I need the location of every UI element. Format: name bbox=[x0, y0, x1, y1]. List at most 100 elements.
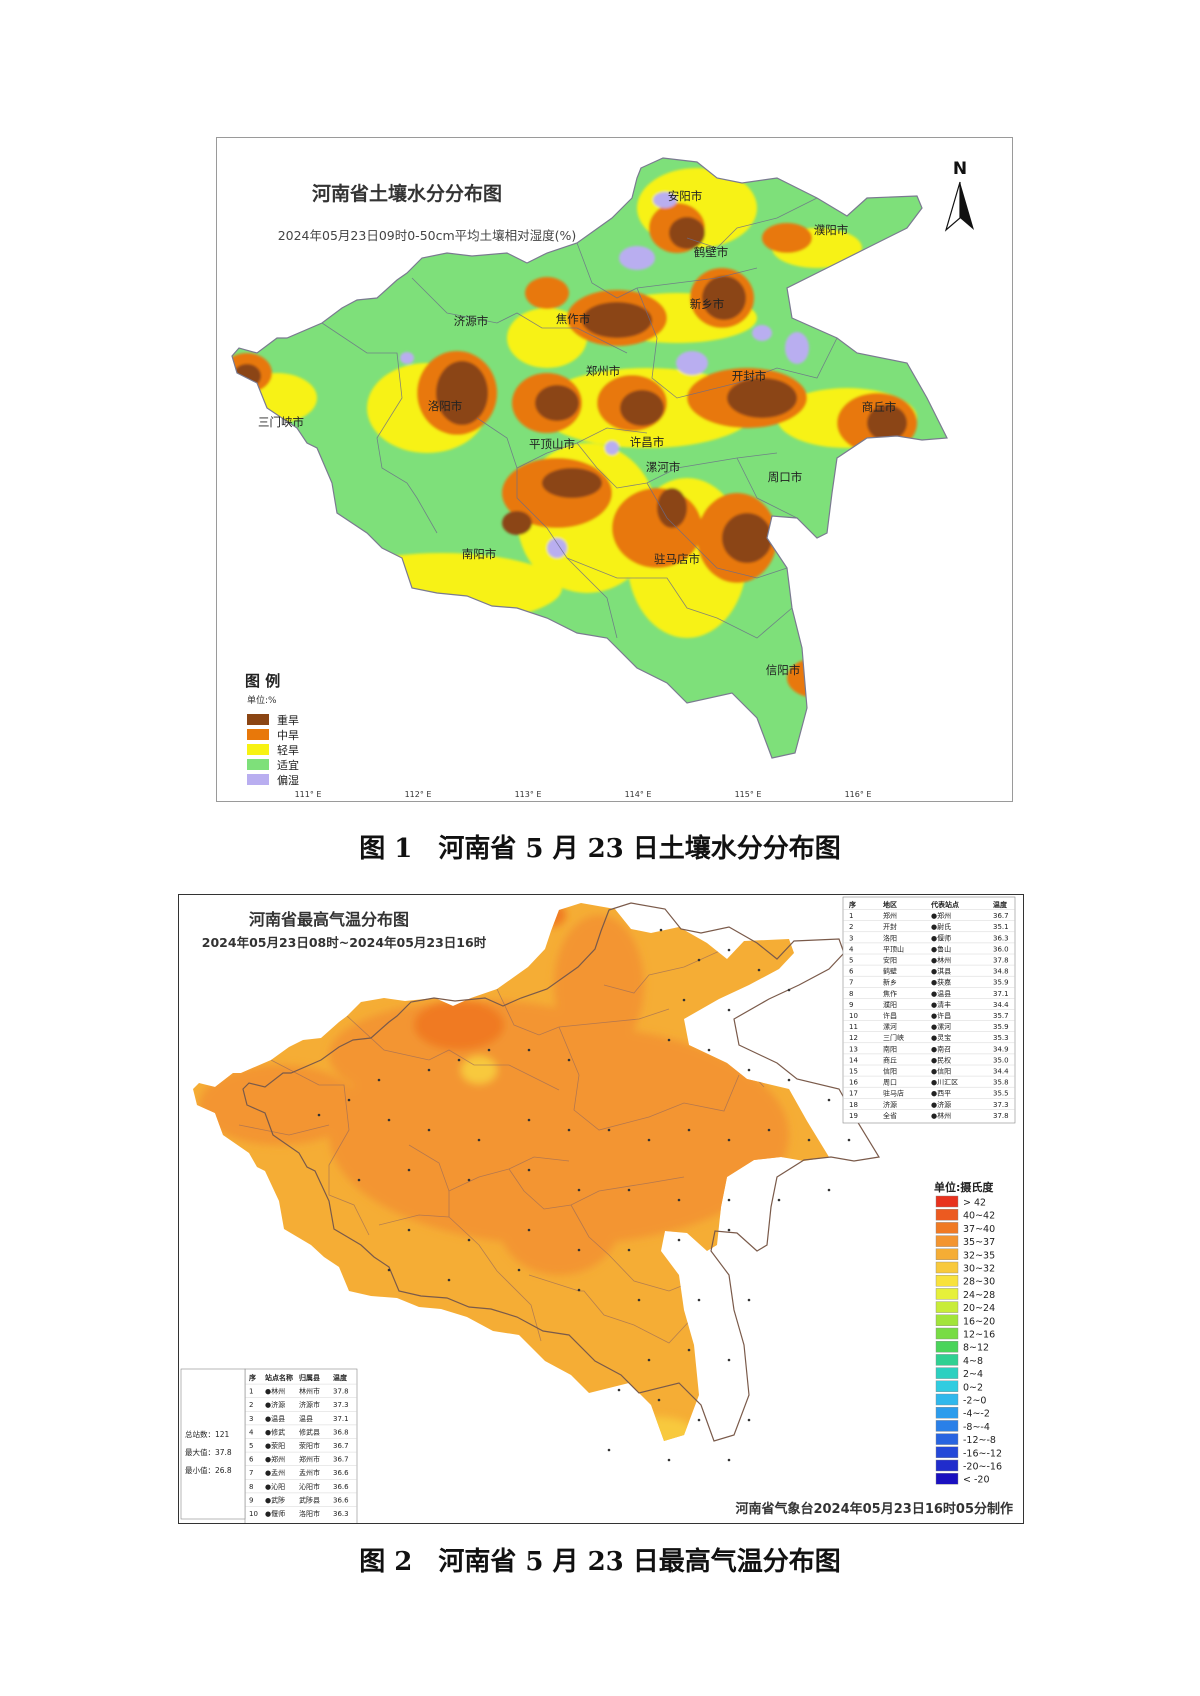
legend-label: 24~28 bbox=[963, 1290, 995, 1301]
legend-label: 偏湿 bbox=[277, 773, 299, 787]
legend-label: 0~2 bbox=[963, 1382, 983, 1393]
station-dot bbox=[767, 1128, 771, 1132]
zone-severe-drought bbox=[722, 513, 772, 563]
city-table-cell: 14 bbox=[849, 1056, 858, 1064]
legend-label: 32~35 bbox=[963, 1250, 995, 1261]
station-dot bbox=[787, 988, 791, 992]
legend-swatch bbox=[935, 1261, 959, 1274]
legend-swatch bbox=[247, 744, 269, 755]
station-table-header: 温度 bbox=[333, 1373, 348, 1382]
station-table-cell: 36.8 bbox=[333, 1428, 349, 1436]
zone-30-32 bbox=[617, 1417, 697, 1441]
city-table-cell: ●川汇区 bbox=[931, 1079, 958, 1087]
longitude-labels: 111° E 112° E 113° E 114° E 115° E 116° E bbox=[295, 790, 872, 799]
zone-slightly-wet bbox=[605, 441, 619, 455]
zone-severe-drought bbox=[535, 385, 579, 421]
legend-label: 12~16 bbox=[963, 1330, 995, 1341]
station-table-cell: 洛阳市 bbox=[299, 1509, 320, 1518]
zone-slightly-wet bbox=[820, 661, 834, 675]
station-table-cell: ●荥阳 bbox=[265, 1441, 285, 1450]
longitude-label: 111° E bbox=[295, 790, 322, 799]
station-dot bbox=[387, 1118, 391, 1122]
soil-moisture-zones bbox=[232, 158, 947, 758]
stats-item: 最小值：26.8 bbox=[185, 1465, 232, 1475]
legend-label: 4~8 bbox=[963, 1356, 983, 1367]
city-table-cell: 35.0 bbox=[993, 1056, 1009, 1064]
station-dot bbox=[407, 1168, 411, 1172]
station-dot bbox=[727, 1138, 731, 1142]
station-dot bbox=[687, 1128, 691, 1132]
station-table-cell: ●林州 bbox=[265, 1387, 285, 1396]
station-dot bbox=[457, 1058, 461, 1062]
city-table-cell: 36.7 bbox=[993, 912, 1009, 920]
legend-swatch bbox=[935, 1341, 959, 1353]
city-table-cell: 12 bbox=[849, 1034, 858, 1042]
legend-swatch bbox=[935, 1354, 959, 1366]
city-table-cell: 漯河 bbox=[883, 1022, 897, 1031]
city-table-cell: 4 bbox=[849, 945, 854, 953]
station-dot bbox=[477, 1138, 481, 1142]
longitude-label: 116° E bbox=[845, 790, 872, 799]
city-label: 郑州市 bbox=[586, 364, 621, 378]
city-table-cell: 3 bbox=[849, 934, 853, 942]
city-table-cell: 35.3 bbox=[993, 1034, 1009, 1042]
station-dot bbox=[747, 1418, 751, 1422]
station-dot bbox=[527, 1118, 531, 1122]
zone-37-40 bbox=[536, 903, 566, 927]
city-table-cell: ●尉氏 bbox=[931, 922, 951, 931]
city-label: 许昌市 bbox=[630, 435, 665, 449]
station-dot bbox=[647, 1138, 651, 1142]
station-table-cell: ●郑州 bbox=[265, 1456, 285, 1464]
station-table-cell: ●济源 bbox=[265, 1400, 285, 1409]
province-outline bbox=[242, 902, 880, 1442]
city-table-cell: 13 bbox=[849, 1045, 858, 1053]
city-label: 濮阳市 bbox=[814, 223, 849, 237]
station-dot bbox=[607, 1128, 611, 1132]
station-dot bbox=[427, 1128, 431, 1132]
city-table-cell: 37.8 bbox=[993, 957, 1009, 965]
station-dot bbox=[377, 1078, 381, 1082]
station-dot bbox=[777, 1198, 781, 1202]
station-dot bbox=[577, 1248, 581, 1252]
legend-swatch bbox=[935, 1393, 959, 1406]
city-label: 平顶山市 bbox=[529, 437, 575, 451]
city-table-cell: ●淇县 bbox=[931, 968, 951, 976]
station-dot bbox=[757, 968, 761, 972]
city-label: 信阳市 bbox=[766, 663, 801, 677]
station-dot bbox=[847, 1138, 851, 1142]
city-table-cell: 34.9 bbox=[993, 1045, 1009, 1053]
zone-slightly-wet bbox=[752, 325, 772, 341]
station-table-cell: 武陟县 bbox=[299, 1495, 320, 1504]
station-dot bbox=[659, 928, 663, 932]
longitude-label: 113° E bbox=[515, 790, 542, 799]
city-table-cell: 35.5 bbox=[993, 1090, 1009, 1098]
city-label: 商丘市 bbox=[862, 400, 897, 414]
station-dot bbox=[747, 1068, 751, 1072]
station-table-cell: 8 bbox=[249, 1483, 253, 1491]
station-dot bbox=[427, 1068, 431, 1072]
city-table-cell: ●民权 bbox=[931, 1055, 951, 1064]
station-dot bbox=[677, 1238, 681, 1242]
city-label: 安阳市 bbox=[668, 189, 703, 203]
city-table-cell: 三门峡 bbox=[883, 1033, 904, 1042]
station-table-cell: 36.3 bbox=[333, 1510, 349, 1518]
city-table-bg bbox=[842, 896, 1016, 1124]
legend-swatch bbox=[935, 1275, 959, 1287]
city-table-cell: 2 bbox=[849, 923, 853, 931]
legend-label: 28~30 bbox=[963, 1277, 995, 1288]
zone-slightly-wet bbox=[676, 351, 708, 375]
prefecture-boundaries bbox=[321, 197, 868, 639]
station-table-cell: ●温县 bbox=[265, 1414, 285, 1423]
city-table-cell: 全省 bbox=[883, 1111, 897, 1120]
station-dot bbox=[687, 1348, 691, 1352]
station-table-cell: 2 bbox=[249, 1401, 253, 1409]
city-table-cell: ●郑州 bbox=[931, 912, 951, 920]
city-label: 开封市 bbox=[732, 369, 767, 383]
city-label: 三门峡市 bbox=[258, 415, 304, 429]
station-dot bbox=[627, 1188, 631, 1192]
legend-label: 2~4 bbox=[963, 1369, 983, 1380]
city-table-cell: 37.3 bbox=[993, 1101, 1009, 1109]
stats-bg bbox=[180, 1368, 246, 1520]
station-table-cell: ●修武 bbox=[265, 1427, 285, 1436]
